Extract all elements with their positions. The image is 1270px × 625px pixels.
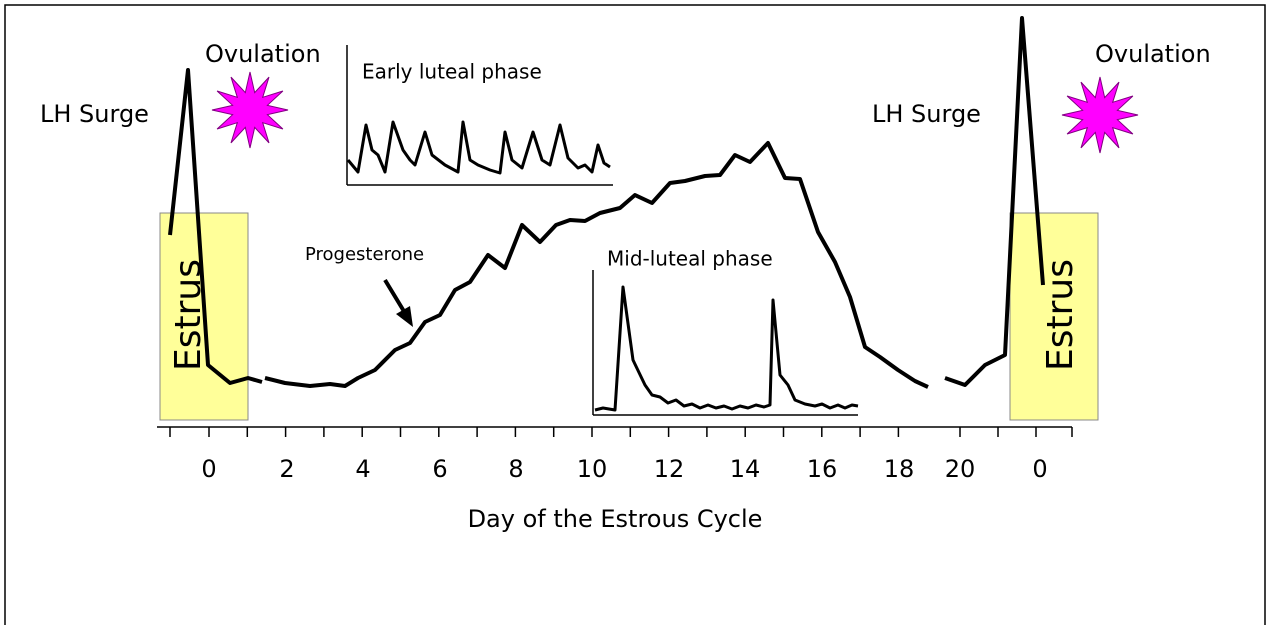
x-tick-label: 2 [279, 455, 294, 483]
ovulation-star [211, 71, 289, 149]
x-tick-label: 0 [201, 455, 216, 483]
x-axis: 0 2 4 6 8 10 12 14 16 18 20 0 [157, 426, 1073, 483]
early-luteal-pulses [346, 120, 611, 175]
x-tick-label: 14 [730, 455, 761, 483]
x-tick-label: 6 [432, 455, 447, 483]
estrus-box [1009, 212, 1099, 421]
label: Early luteal phase [362, 60, 542, 84]
label: LH Surge [872, 100, 981, 128]
label: Ovulation [1095, 40, 1211, 68]
label: Progesterone [305, 244, 424, 265]
label: Estrus [1040, 259, 1081, 371]
x-tick-label: 8 [508, 455, 523, 483]
arrow [383, 278, 407, 315]
axis-title: Day of the Estrous Cycle [468, 505, 763, 533]
arrow-head [396, 306, 413, 327]
lh-surge-curve [944, 16, 1045, 387]
label: Mid-luteal phase [607, 247, 773, 271]
x-tick-label: 10 [577, 455, 608, 483]
x-tick-label: 12 [654, 455, 685, 483]
frame [4, 4, 1266, 625]
mid-luteal-pulses [594, 285, 859, 412]
x-tick-label: 18 [884, 455, 915, 483]
x-tick-label: 4 [355, 455, 370, 483]
x-tick-label: 0 [1032, 455, 1047, 483]
x-tick-label: 20 [945, 455, 976, 483]
label: Ovulation [205, 40, 321, 68]
label: Estrus [168, 259, 209, 371]
x-tick-label: 16 [807, 455, 838, 483]
progesterone-curve [264, 141, 929, 389]
lh-surge-curve [168, 68, 263, 385]
label: LH Surge [40, 100, 149, 128]
ovulation-star [1061, 76, 1139, 154]
